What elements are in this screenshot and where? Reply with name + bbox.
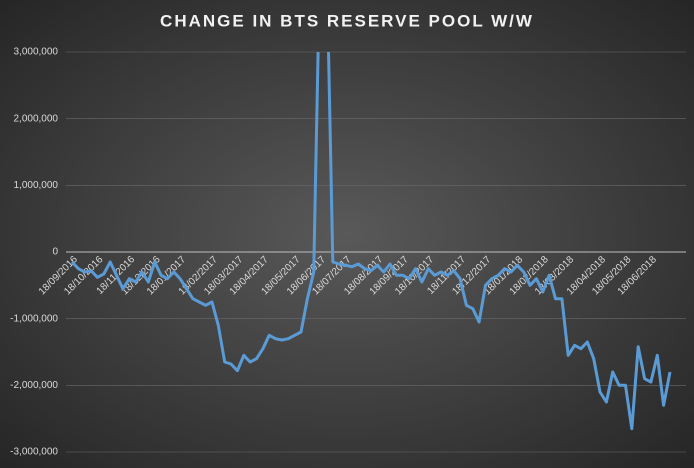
y-tick-label: 2,000,000 (14, 113, 59, 124)
y-tick-label: 3,000,000 (14, 47, 59, 58)
y-tick-label: -2,000,000 (10, 380, 58, 391)
y-tick-label: -3,000,000 (10, 447, 58, 458)
y-tick-label: 0 (52, 247, 58, 258)
y-tick-label: -1,000,000 (10, 313, 58, 324)
chart-title: CHANGE IN BTS RESERVE POOL W/W (160, 11, 534, 30)
data-line (70, 52, 672, 431)
y-tick-label: 1,000,000 (14, 180, 59, 191)
